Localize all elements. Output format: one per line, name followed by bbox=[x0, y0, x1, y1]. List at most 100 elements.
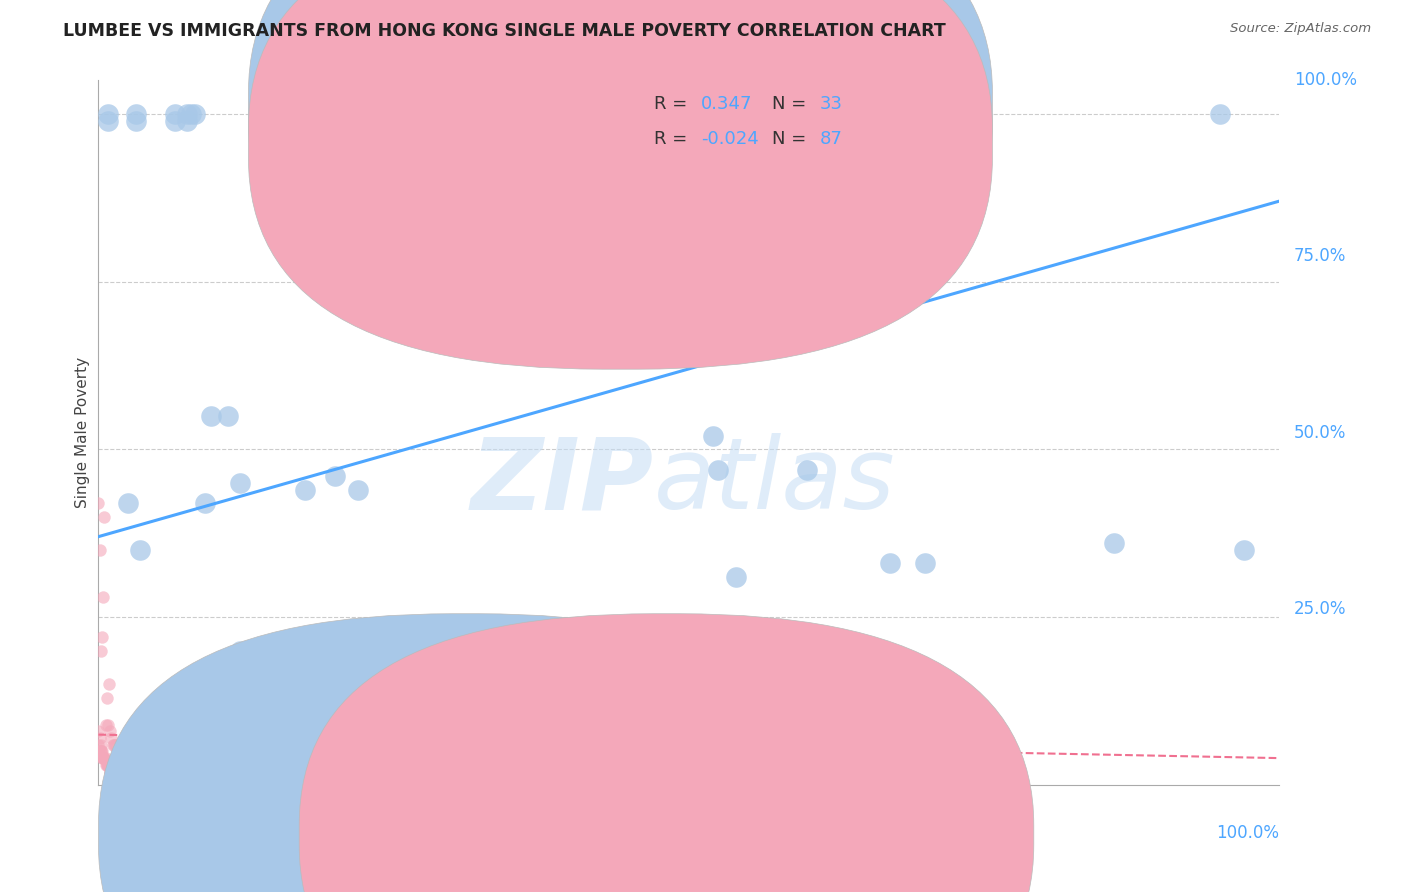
Point bbox=[93, 751, 115, 765]
FancyBboxPatch shape bbox=[98, 614, 832, 892]
Text: 25.0%: 25.0% bbox=[1294, 599, 1346, 618]
Point bbox=[100, 757, 122, 772]
Point bbox=[101, 738, 124, 752]
Point bbox=[294, 483, 316, 497]
Point bbox=[100, 764, 122, 779]
Point bbox=[229, 475, 252, 490]
Point bbox=[91, 630, 114, 644]
Point bbox=[105, 738, 128, 752]
Point bbox=[117, 771, 139, 785]
Point bbox=[1233, 543, 1256, 558]
Point bbox=[115, 751, 138, 765]
Point bbox=[1209, 107, 1232, 121]
Text: 33: 33 bbox=[820, 95, 844, 112]
Point bbox=[107, 744, 129, 758]
Text: ZIP: ZIP bbox=[471, 434, 654, 531]
Point bbox=[110, 764, 132, 779]
Point bbox=[90, 744, 112, 758]
Point bbox=[134, 764, 156, 779]
Text: -0.024: -0.024 bbox=[700, 129, 758, 148]
Point bbox=[117, 496, 139, 510]
Text: 75.0%: 75.0% bbox=[1294, 247, 1346, 266]
Point bbox=[165, 107, 187, 121]
Point bbox=[112, 751, 135, 765]
Point bbox=[96, 757, 118, 772]
Point bbox=[146, 764, 169, 779]
FancyBboxPatch shape bbox=[249, 0, 993, 369]
Point bbox=[90, 738, 112, 752]
Point bbox=[89, 543, 111, 558]
Point bbox=[702, 429, 724, 443]
Point bbox=[98, 677, 121, 691]
Point bbox=[93, 751, 115, 765]
Point bbox=[87, 738, 110, 752]
Point bbox=[176, 107, 198, 121]
FancyBboxPatch shape bbox=[576, 77, 931, 172]
Point bbox=[103, 738, 125, 752]
Point bbox=[112, 751, 135, 765]
Point bbox=[114, 771, 136, 785]
Point bbox=[125, 757, 148, 772]
Point bbox=[401, 630, 423, 644]
Point bbox=[87, 724, 110, 739]
Point bbox=[1102, 536, 1125, 550]
Point bbox=[121, 757, 143, 772]
Point bbox=[524, 624, 547, 638]
Point bbox=[89, 731, 111, 745]
Point bbox=[103, 764, 125, 779]
Point bbox=[152, 771, 174, 785]
Point bbox=[157, 771, 180, 785]
Text: 100.0%: 100.0% bbox=[1294, 71, 1357, 89]
Point bbox=[91, 751, 114, 765]
Point bbox=[125, 107, 148, 121]
Point bbox=[98, 757, 121, 772]
Point bbox=[294, 677, 316, 691]
Point bbox=[94, 751, 117, 765]
Text: LUMBEE VS IMMIGRANTS FROM HONG KONG SINGLE MALE POVERTY CORRELATION CHART: LUMBEE VS IMMIGRANTS FROM HONG KONG SING… bbox=[63, 22, 946, 40]
Point bbox=[91, 751, 114, 765]
FancyBboxPatch shape bbox=[299, 614, 1033, 892]
Point bbox=[170, 771, 193, 785]
Point bbox=[97, 717, 120, 731]
Point bbox=[136, 764, 159, 779]
Point bbox=[879, 557, 901, 571]
Point bbox=[87, 744, 110, 758]
Point bbox=[97, 757, 120, 772]
Point bbox=[120, 757, 142, 772]
Point bbox=[108, 744, 131, 758]
Point bbox=[117, 751, 139, 765]
Point bbox=[97, 113, 120, 128]
Point bbox=[135, 764, 157, 779]
Point bbox=[165, 113, 187, 128]
Point bbox=[176, 113, 198, 128]
Point bbox=[112, 771, 135, 785]
FancyBboxPatch shape bbox=[249, 0, 993, 334]
Point bbox=[124, 757, 146, 772]
Point bbox=[90, 744, 112, 758]
Point bbox=[217, 409, 239, 423]
Point bbox=[87, 496, 110, 510]
Point bbox=[94, 757, 117, 772]
Point bbox=[101, 764, 124, 779]
Text: R =: R = bbox=[654, 129, 693, 148]
Point bbox=[93, 509, 115, 524]
Point bbox=[725, 570, 748, 584]
Point bbox=[105, 764, 128, 779]
Point bbox=[707, 462, 730, 476]
Point bbox=[91, 744, 114, 758]
Point bbox=[142, 764, 165, 779]
Point bbox=[97, 757, 120, 772]
Point bbox=[200, 409, 222, 423]
Point bbox=[96, 757, 118, 772]
Point bbox=[855, 241, 877, 255]
Point bbox=[91, 751, 114, 765]
Text: 0.0%: 0.0% bbox=[98, 823, 141, 842]
Text: atlas: atlas bbox=[654, 434, 896, 531]
Text: 100.0%: 100.0% bbox=[1216, 823, 1279, 842]
Text: Immigrants from Hong Kong: Immigrants from Hong Kong bbox=[685, 828, 920, 846]
Point bbox=[131, 764, 153, 779]
Point bbox=[98, 724, 121, 739]
Point bbox=[128, 757, 150, 772]
Point bbox=[118, 757, 141, 772]
Point bbox=[184, 107, 207, 121]
